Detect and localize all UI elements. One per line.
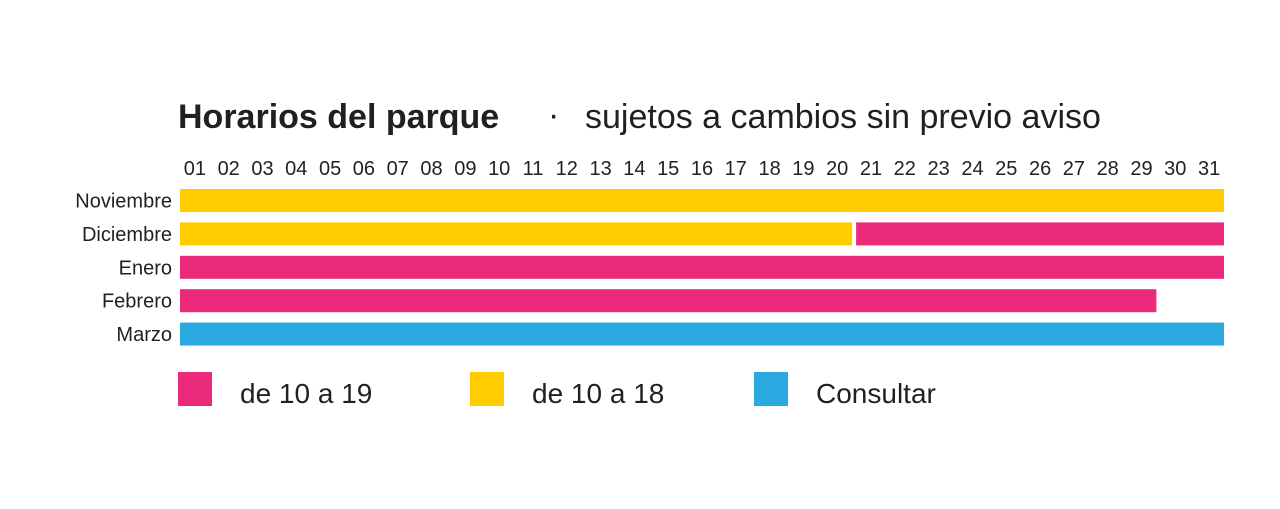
day-label-14: 14 [623,158,645,180]
bar-enero-1-31 [180,255,1224,279]
day-label-16: 16 [691,158,713,180]
month-label-noviembre: Noviembre [75,191,172,213]
day-label-27: 27 [1063,158,1085,180]
day-label-05: 05 [319,158,341,180]
day-label-29: 29 [1130,158,1152,180]
bar-diciembre-21-31 [856,222,1224,246]
day-label-11: 11 [523,158,544,180]
day-label-21: 21 [860,158,882,180]
day-label-20: 20 [826,158,848,180]
day-label-30: 30 [1164,158,1186,180]
legend-swatch-1 [178,372,212,406]
day-label-28: 28 [1097,158,1119,180]
day-label-01: 01 [184,158,206,180]
legend-swatch-3 [754,372,788,406]
bars [180,189,1224,346]
month-label-diciembre: Diciembre [82,224,172,246]
month-axis: Noviembre Diciembre Enero Febrero Marzo [75,191,172,347]
title-separator: · [548,96,559,134]
day-label-09: 09 [454,158,476,180]
day-label-08: 08 [420,158,442,180]
legend-swatch-2 [470,372,504,406]
day-label-26: 26 [1029,158,1051,180]
day-label-06: 06 [353,158,375,180]
day-label-23: 23 [927,158,949,180]
month-label-enero: Enero [119,257,172,279]
day-axis: 01 02 03 04 05 06 07 08 09 10 11 12 13 14 15 16 17 18 19 20… [184,158,1220,180]
day-label-31: 31 [1198,158,1220,180]
day-label-24: 24 [961,158,983,180]
day-label-25: 25 [995,158,1017,180]
chart-title: Horarios del parque [178,98,499,136]
legend-label-3: Consultar [816,378,936,409]
day-label-10: 10 [488,158,510,180]
month-label-febrero: Febrero [102,291,172,313]
day-label-07: 07 [387,158,409,180]
bar-marzo-1-31 [180,322,1224,346]
day-label-13: 13 [589,158,611,180]
chart-subtitle: sujetos a cambios sin previo aviso [585,98,1101,136]
bar-diciembre-1-20 [180,222,853,246]
bar-noviembre-1-31 [180,189,1224,212]
month-label-marzo: Marzo [116,324,172,346]
day-label-17: 17 [725,158,747,180]
legend-label-2: de 10 a 18 [532,378,664,409]
day-label-15: 15 [657,158,679,180]
day-label-22: 22 [894,158,916,180]
bar-febrero-1-29 [180,289,1157,313]
day-label-19: 19 [792,158,814,180]
day-label-02: 02 [218,158,240,180]
legend-label-1: de 10 a 19 [240,378,372,409]
legend: de 10 a 19 de 10 a 18 Consultar [178,372,936,409]
day-label-12: 12 [556,158,578,180]
day-label-18: 18 [758,158,780,180]
day-label-04: 04 [285,158,307,180]
day-label-03: 03 [251,158,273,180]
